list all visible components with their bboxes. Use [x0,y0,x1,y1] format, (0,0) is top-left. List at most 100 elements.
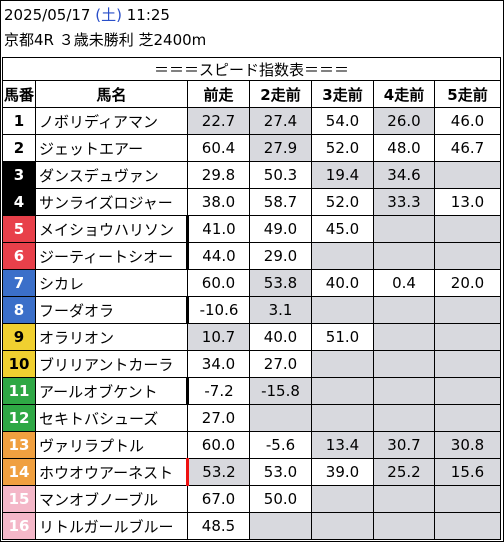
column-header: 2走前 [249,80,312,108]
horse-row: 2 ジェットエアー 60.4 27.9 52.0 48.0 46.7 [2,134,501,162]
horse-name: サンライズロジャー [35,188,188,216]
horse-number: 15 [2,485,36,513]
horse-name: シカレ [35,269,188,297]
speed-index-cell: 60.4 [187,134,250,162]
horse-name: セキトバシューズ [35,404,188,432]
speed-index-cell [373,404,435,432]
horse-row: 10 ブリリアントカーラ 34.0 27.0 [2,350,501,378]
horse-name: メイショウハリソン [35,215,189,243]
speed-index-cell [373,323,435,351]
speed-index-cell [434,215,501,243]
horse-row: 12 セキトバシューズ 27.0 [2,404,501,432]
speed-index-cell: -5.6 [249,431,312,459]
speed-index-cell [434,350,501,378]
speed-index-cell: 60.0 [187,431,250,459]
speed-index-cell [311,404,374,432]
speed-index-cell: 52.0 [311,188,374,216]
speed-index-cell: 50.3 [249,161,312,189]
speed-index-cell: 13.0 [434,188,501,216]
speed-index-cell: 41.0 [187,215,250,243]
speed-index-cell: 48.5 [187,512,250,540]
race-datetime: 2025/05/17 (土) 11:25 [4,5,170,25]
horse-name: ジーティートシオー [35,242,189,270]
speed-index-table: ＝＝＝スピード指数表＝＝＝ 馬番 馬名 前走 2走前 3走前 4走前 5走前 1 ノボリディア… [2,57,501,540]
horse-row: 13 ヴァリラプトル 60.0 -5.6 13.4 30.7 30.8 [2,431,501,459]
speed-index-cell: 27.9 [249,134,312,162]
speed-index-cell: 45.0 [311,215,374,243]
horse-number: 7 [2,269,36,297]
speed-index-cell [311,512,374,540]
speed-index-cell [249,404,312,432]
speed-index-cell: 40.0 [311,269,374,297]
speed-index-cell: 39.0 [311,458,374,486]
speed-index-cell [434,485,501,513]
table-title: ＝＝＝スピード指数表＝＝＝ [2,57,501,81]
speed-index-cell: 34.0 [187,350,250,378]
speed-index-cell: 27.0 [249,350,312,378]
column-header: 5走前 [434,80,501,108]
horse-number: 1 [2,107,36,135]
speed-index-cell: 27.4 [249,107,312,135]
horse-row: 4 サンライズロジャー 38.0 58.7 52.0 33.3 13.0 [2,188,501,216]
horse-name: リトルガールブルー [35,512,188,540]
speed-index-cell: 50.0 [249,485,312,513]
speed-index-cell: -7.2 [187,377,250,405]
horse-name: ノボリディアマン [35,107,188,135]
speed-index-cell: 53.0 [249,458,312,486]
column-header: 前走 [187,80,250,108]
race-time: 11:25 [126,6,170,24]
speed-index-cell: 67.0 [187,485,250,513]
speed-index-cell: 29.8 [187,161,250,189]
horse-number: 8 [2,296,36,324]
speed-index-cell [311,377,374,405]
horse-number: 9 [2,323,36,351]
speed-index-cell: 15.6 [434,458,501,486]
horse-number: 12 [2,404,36,432]
horse-number: 2 [2,134,36,162]
speed-index-cell [249,512,312,540]
speed-index-cell: 27.0 [187,404,250,432]
column-header: 4走前 [373,80,435,108]
speed-index-cell [373,512,435,540]
speed-index-cell [311,485,374,513]
speed-index-cell [373,350,435,378]
speed-index-cell [373,296,435,324]
horse-row: 15 マンオブノーブル 67.0 50.0 [2,485,501,513]
horse-name: フーダオラ [35,296,189,324]
horse-row: 14 ホウオウアーネスト 53.2 53.0 39.0 25.2 15.6 [2,458,501,486]
horse-number: 11 [2,377,36,405]
horse-name: ジェットエアー [35,134,188,162]
speed-index-cell [434,242,501,270]
column-header: 馬番 [2,80,36,108]
speed-index-cell [311,350,374,378]
speed-index-cell: 44.0 [187,242,250,270]
horse-row: 5 メイショウハリソン 41.0 49.0 45.0 [2,215,501,243]
horse-number: 10 [2,350,36,378]
horse-name: ブリリアントカーラ [35,350,188,378]
horse-name: オラリオン [35,323,188,351]
speed-index-cell [434,161,501,189]
horse-row: 6 ジーティートシオー 44.0 29.0 [2,242,501,270]
speed-index-cell [373,242,435,270]
horse-row: 8 フーダオラ -10.6 3.1 [2,296,501,324]
speed-index-cell [434,323,501,351]
speed-index-cell [373,215,435,243]
speed-index-cell: 29.0 [249,242,312,270]
speed-index-cell: 46.7 [434,134,501,162]
column-header: 3走前 [311,80,374,108]
speed-index-cell [434,404,501,432]
speed-index-cell: 52.0 [311,134,374,162]
horse-name: ホウオウアーネスト [35,458,189,486]
speed-index-cell: 13.4 [311,431,374,459]
speed-index-cell: 20.0 [434,269,501,297]
speed-index-cell [434,296,501,324]
horse-number: 13 [2,431,36,459]
speed-index-cell: -15.8 [249,377,312,405]
speed-index-cell: 46.0 [434,107,501,135]
speed-index-cell: 53.2 [187,458,250,486]
speed-index-cell: 34.6 [373,161,435,189]
race-info: 京都4R ３歳未勝利 芝2400m [4,31,207,49]
horse-row: 3 ダンスデュヴァン 29.8 50.3 19.4 34.6 [2,161,501,189]
horse-number: 3 [2,161,36,189]
horse-number: 16 [2,512,36,540]
